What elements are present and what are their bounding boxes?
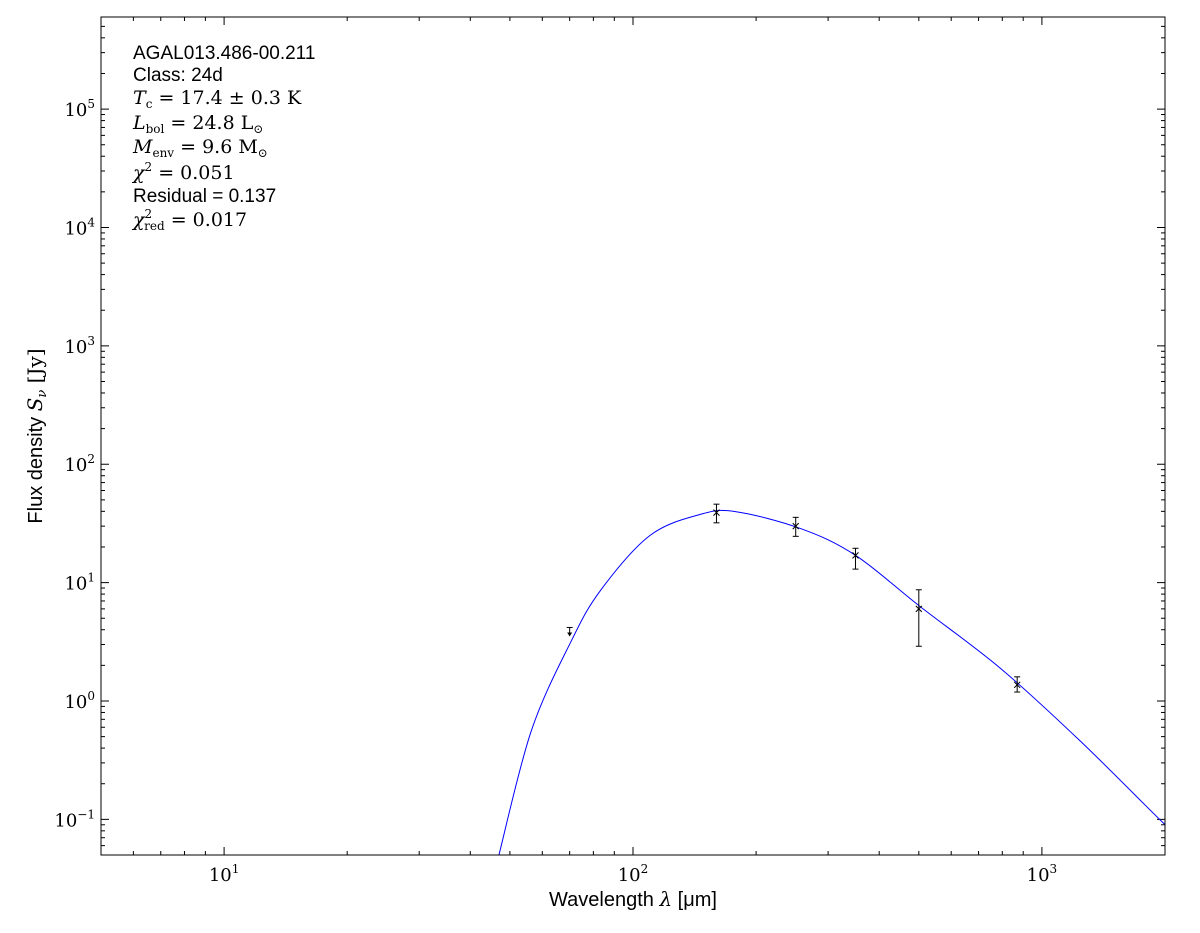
x-tick-label: 103 — [1027, 862, 1058, 886]
luminosity: Lbol = 24.8 L⊙ — [132, 112, 263, 136]
plot-area — [498, 503, 1165, 855]
axes-frame — [100, 16, 1166, 856]
residual: Residual = 0.137 — [133, 186, 276, 207]
y-axis-label: Flux density Sν [Jy] — [23, 348, 50, 523]
point-marker — [792, 522, 800, 530]
y-tick-label: 10−1 — [54, 807, 95, 831]
point-marker — [852, 551, 859, 559]
y-tick-label: 102 — [64, 452, 95, 476]
y-tick-label: 100 — [64, 689, 95, 713]
x-axis-label: Wavelength λ [μm] — [549, 887, 717, 911]
data-points — [566, 503, 1021, 693]
temperature: Tc = 17.4 ± 0.3 K — [133, 87, 302, 111]
tick-labels: 101 102 103 10−1 100 101 102 103 104 105 — [54, 97, 1057, 886]
chi-squared-reduced: χ2 red = 0.017 — [131, 207, 247, 233]
source-name: AGAL013.486-00.211 — [133, 43, 315, 64]
data-point — [1013, 676, 1021, 693]
source-class: Class: 24d — [133, 65, 223, 86]
down-arrow-icon — [567, 632, 573, 637]
data-point — [852, 547, 859, 570]
y-tick-label: 104 — [64, 215, 95, 239]
y-tick-label: 103 — [64, 334, 95, 358]
model-curve — [498, 509, 1165, 855]
point-marker — [713, 509, 720, 517]
data-point — [713, 503, 720, 524]
axis-ticks — [100, 16, 1166, 856]
envelope-mass: Menv = 9.6 M⊙ — [132, 136, 268, 160]
x-tick-label: 102 — [618, 862, 649, 886]
point-marker — [915, 605, 923, 613]
data-point — [915, 589, 923, 647]
chi-squared: χ2 = 0.051 — [131, 160, 235, 184]
data-point — [792, 516, 800, 537]
x-tick-label: 101 — [209, 862, 240, 886]
upper-limit — [566, 626, 573, 637]
point-marker — [1013, 681, 1021, 689]
y-tick-label: 101 — [64, 571, 95, 595]
y-tick-label: 105 — [64, 97, 95, 121]
annotation-block: AGAL013.486-00.211 Class: 24d Tc = 17.4 … — [131, 43, 315, 233]
